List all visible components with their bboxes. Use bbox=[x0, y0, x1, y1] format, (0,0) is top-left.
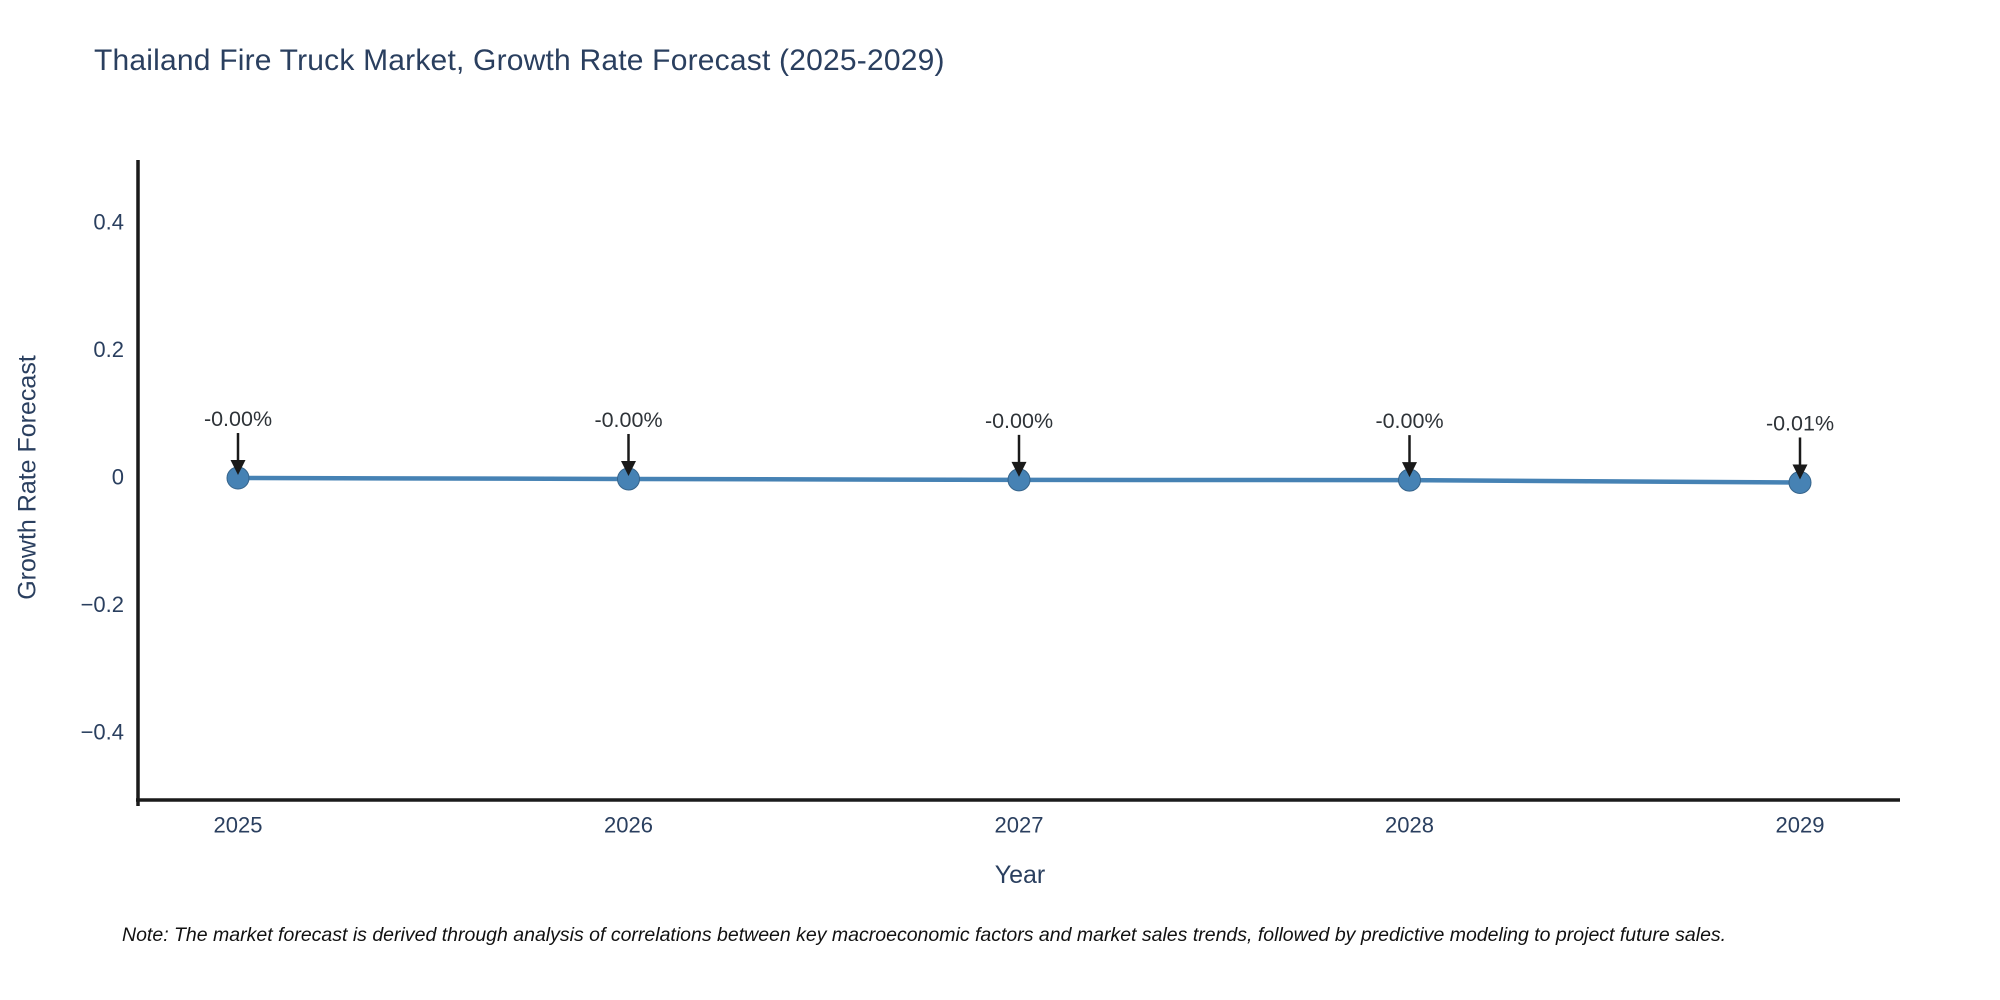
x-tick-label: 2029 bbox=[1776, 813, 1825, 838]
y-tick-label: 0.4 bbox=[93, 210, 124, 235]
y-tick-label: 0 bbox=[112, 465, 124, 490]
annotation-arrow-head bbox=[621, 460, 636, 476]
annotation-arrow-head bbox=[1011, 461, 1027, 477]
annotation-label: -0.00% bbox=[594, 408, 662, 432]
annotation-arrow-head bbox=[1402, 462, 1417, 478]
x-tick-label: 2025 bbox=[214, 813, 263, 838]
annotation-label: -0.00% bbox=[1375, 409, 1443, 433]
x-axis-title: Year bbox=[994, 861, 1046, 889]
x-tick-label: 2026 bbox=[604, 813, 653, 838]
annotation-arrow-head bbox=[230, 460, 246, 476]
footnote: Note: The market forecast is derived thr… bbox=[122, 924, 1727, 946]
x-tick-label: 2027 bbox=[995, 813, 1044, 838]
y-tick-label: −0.4 bbox=[81, 720, 124, 745]
y-tick-label: −0.2 bbox=[81, 592, 124, 617]
y-tick-label: 0.2 bbox=[93, 337, 124, 362]
chart-title: Thailand Fire Truck Market, Growth Rate … bbox=[94, 44, 945, 77]
annotation-label: -0.00% bbox=[985, 409, 1053, 433]
annotation-arrow-head bbox=[1792, 464, 1808, 480]
x-tick-label: 2028 bbox=[1385, 813, 1434, 838]
annotation-label: -0.00% bbox=[204, 407, 272, 431]
annotation-label: -0.01% bbox=[1766, 411, 1834, 435]
